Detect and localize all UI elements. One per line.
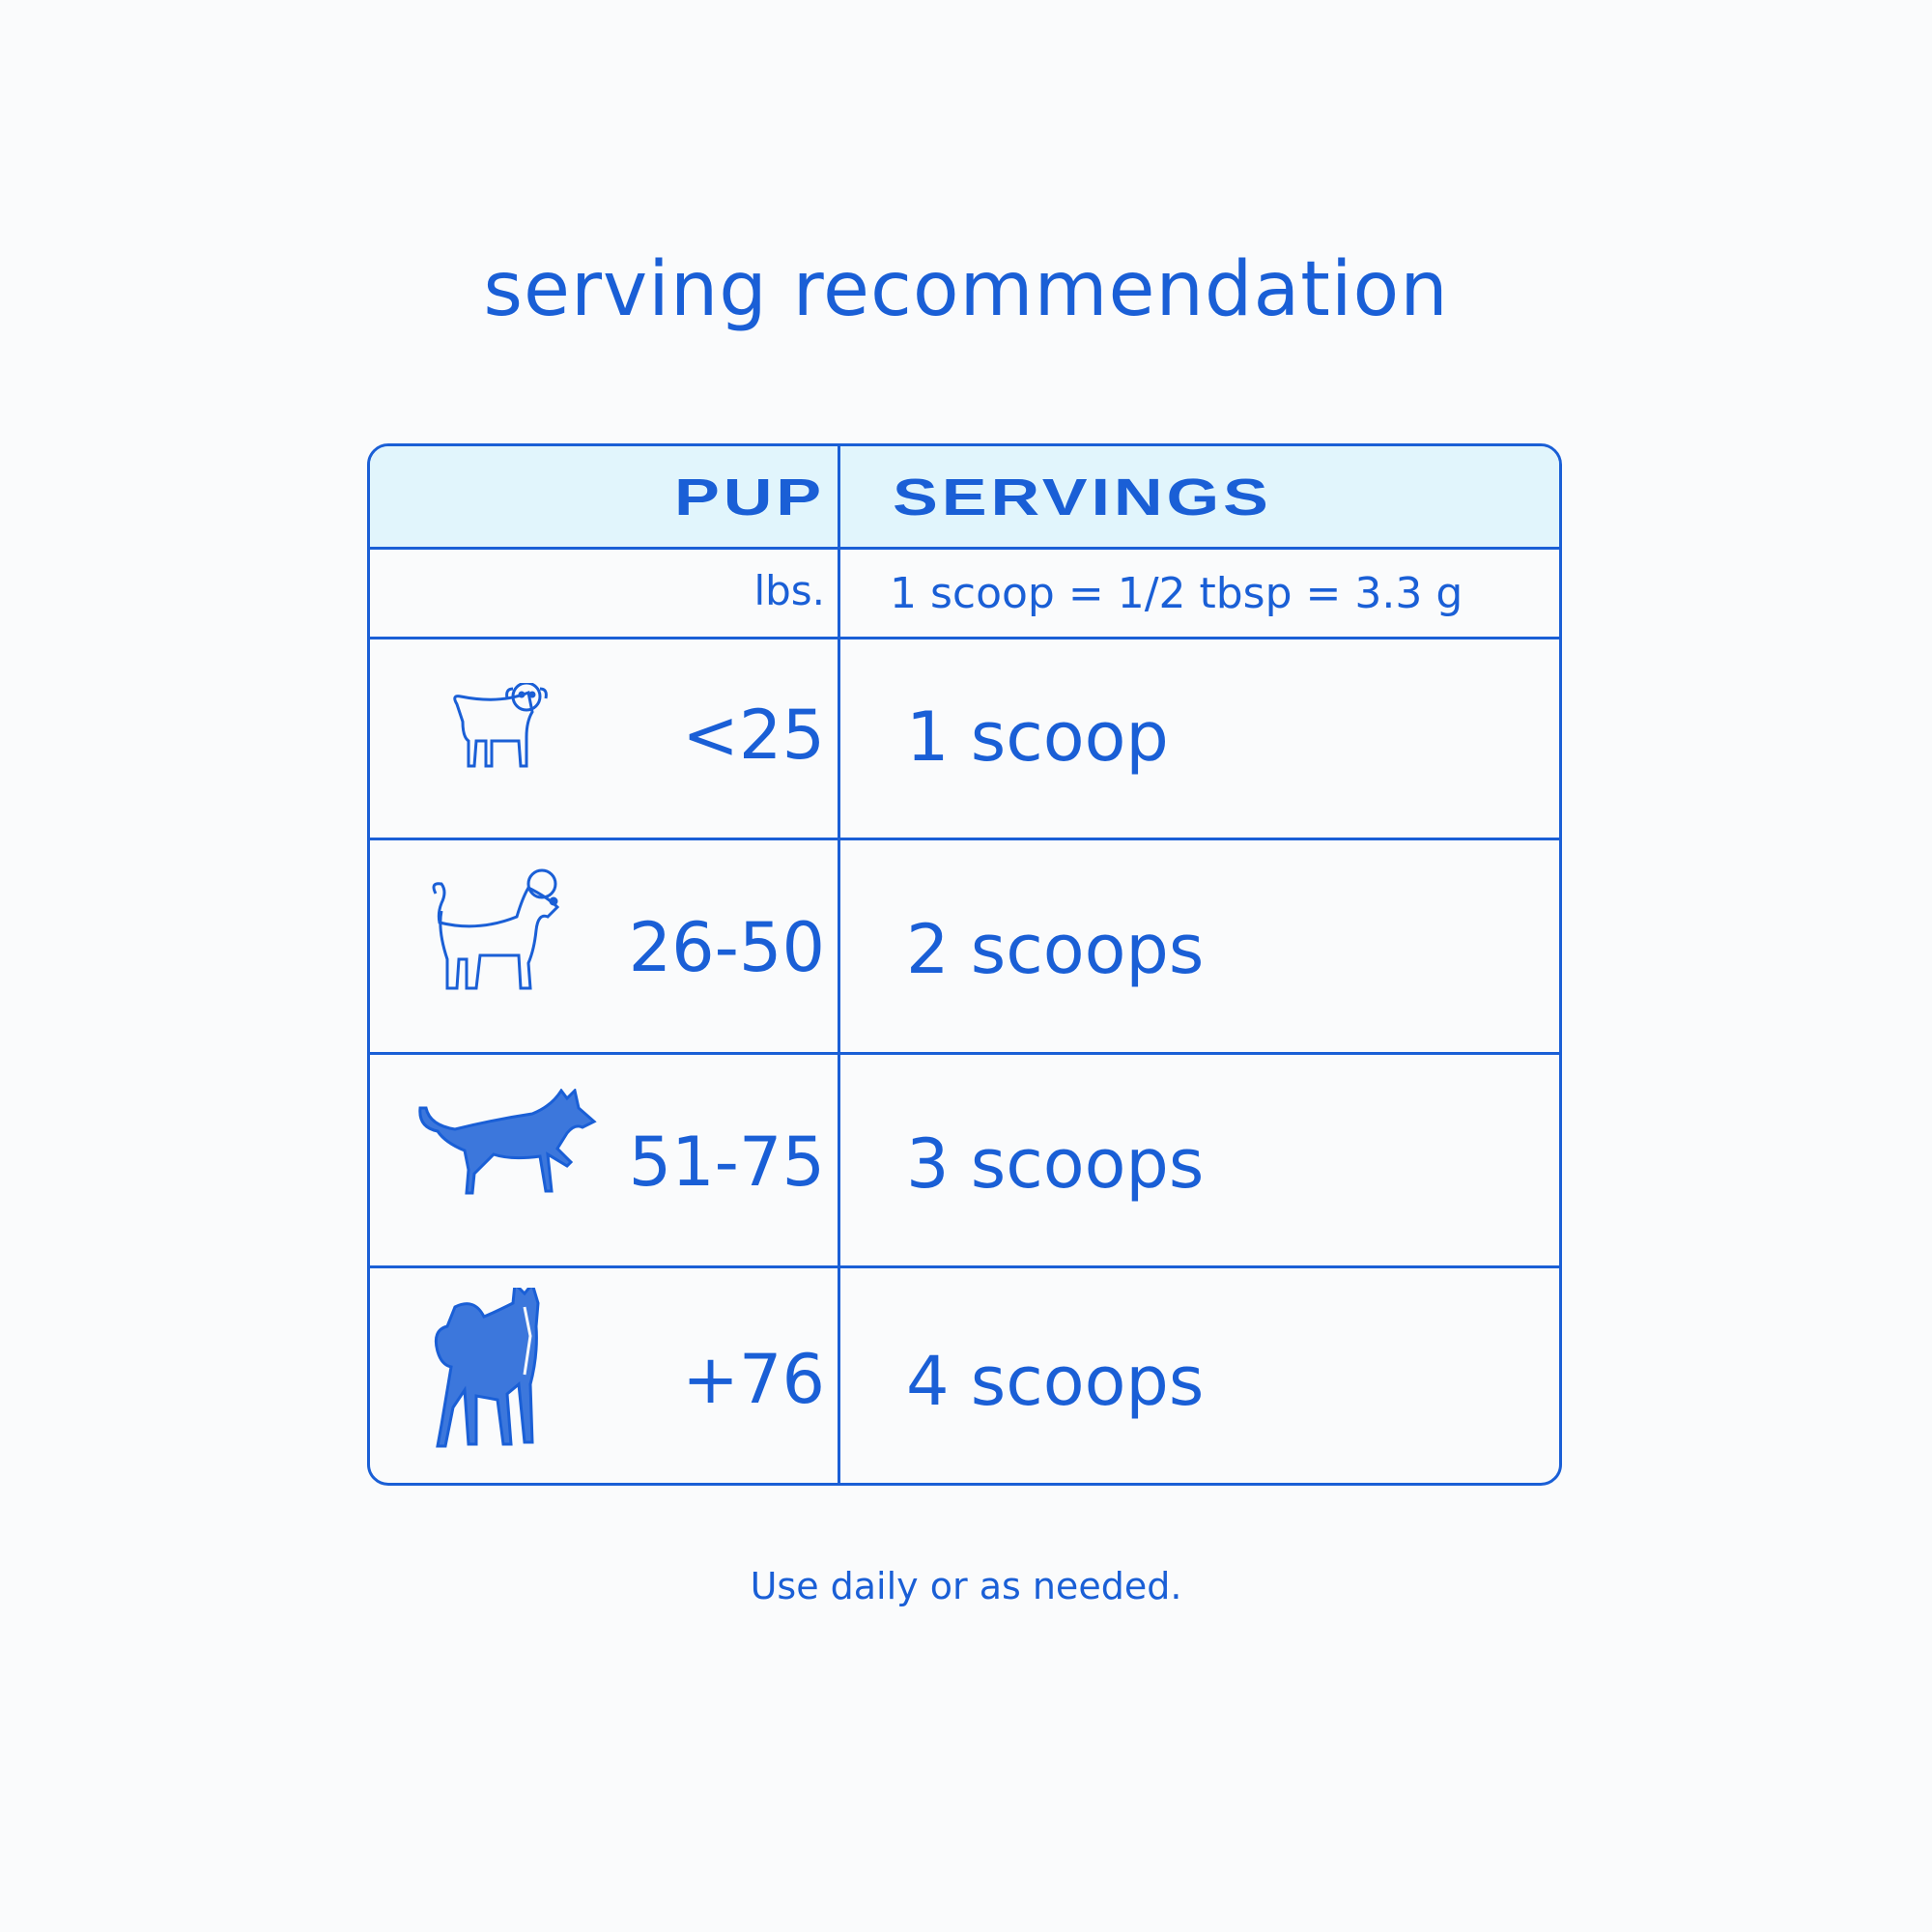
shepherd-dog-icon [418, 1089, 597, 1195]
header-servings: SERVINGS [893, 469, 1272, 526]
weight-value: <25 [682, 696, 825, 775]
small-dog-icon [453, 683, 548, 768]
serving-table: PUP SERVINGS lbs. 1 scoop = 1/2 tbsp = 3… [367, 443, 1562, 1486]
weight-value: +76 [682, 1340, 825, 1419]
husky-icon [434, 1288, 540, 1448]
servings-value: 2 scoops [906, 910, 1205, 989]
weight-value: 51-75 [628, 1122, 825, 1202]
servings-value: 3 scoops [906, 1124, 1205, 1204]
weight-value: 26-50 [628, 908, 825, 987]
units-pup: lbs. [753, 567, 825, 614]
header-pup: PUP [673, 469, 825, 526]
footer-note: Use daily or as needed. [750, 1565, 1182, 1607]
table-row: 26-50 2 scoops [370, 840, 1559, 1055]
table-row: 51-75 3 scoops [370, 1055, 1559, 1268]
table-header-row: PUP SERVINGS [370, 446, 1559, 550]
servings-value: 4 scoops [906, 1342, 1205, 1421]
units-servings: 1 scoop = 1/2 tbsp = 3.3 g [890, 569, 1463, 618]
table-row: +76 4 scoops [370, 1268, 1559, 1483]
page-title: serving recommendation [483, 246, 1449, 333]
servings-value: 1 scoop [906, 697, 1169, 777]
table-row: <25 1 scoop [370, 639, 1559, 840]
column-divider [838, 446, 840, 1483]
units-row: lbs. 1 scoop = 1/2 tbsp = 3.3 g [370, 550, 1559, 639]
poodle-icon [432, 868, 560, 990]
